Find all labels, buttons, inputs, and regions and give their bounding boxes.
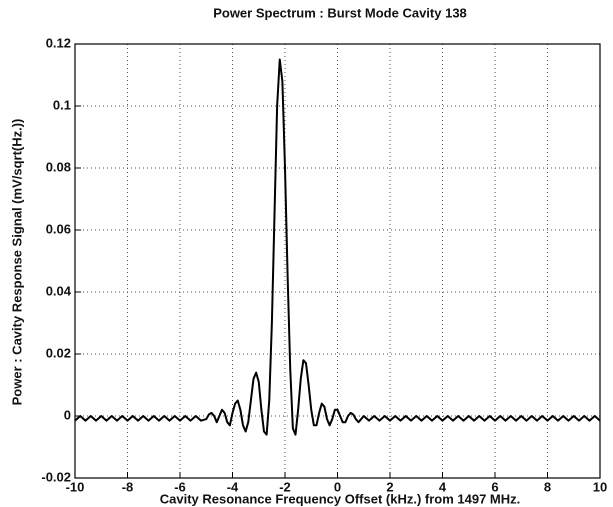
y-tick-label: 0.06	[46, 221, 71, 236]
x-tick-label: -6	[174, 479, 186, 494]
x-tick-label: -4	[227, 479, 239, 494]
x-tick-label: -2	[279, 479, 291, 494]
chart-title: Power Spectrum : Burst Mode Cavity 138	[213, 5, 467, 20]
x-tick-label: -10	[66, 479, 85, 494]
y-tick-label: 0.12	[46, 35, 71, 50]
x-tick-label: -8	[122, 479, 134, 494]
data-line	[74, 58, 601, 436]
x-tick-label: 6	[491, 479, 498, 494]
y-tick-label: 0.1	[53, 97, 71, 112]
plot-frame	[74, 43, 601, 479]
y-tick-label: -0.02	[41, 469, 71, 484]
x-tick-label: 0	[334, 479, 341, 494]
y-tick-label: 0.04	[46, 283, 72, 298]
y-tick-label: 0.02	[46, 345, 71, 360]
y-axis-label: Power : Cavity Response Signal (mV/sqrt(…	[9, 119, 24, 406]
x-tick-label: 2	[386, 479, 393, 494]
x-axis-label: Cavity Resonance Frequency Offset (kHz.)…	[160, 491, 521, 506]
x-tick-label: 8	[544, 479, 551, 494]
x-tick-label: 10	[593, 479, 607, 494]
x-tick-label: 4	[439, 479, 447, 494]
y-tick-label: 0	[64, 407, 71, 422]
y-tick-label: 0.08	[46, 159, 71, 174]
